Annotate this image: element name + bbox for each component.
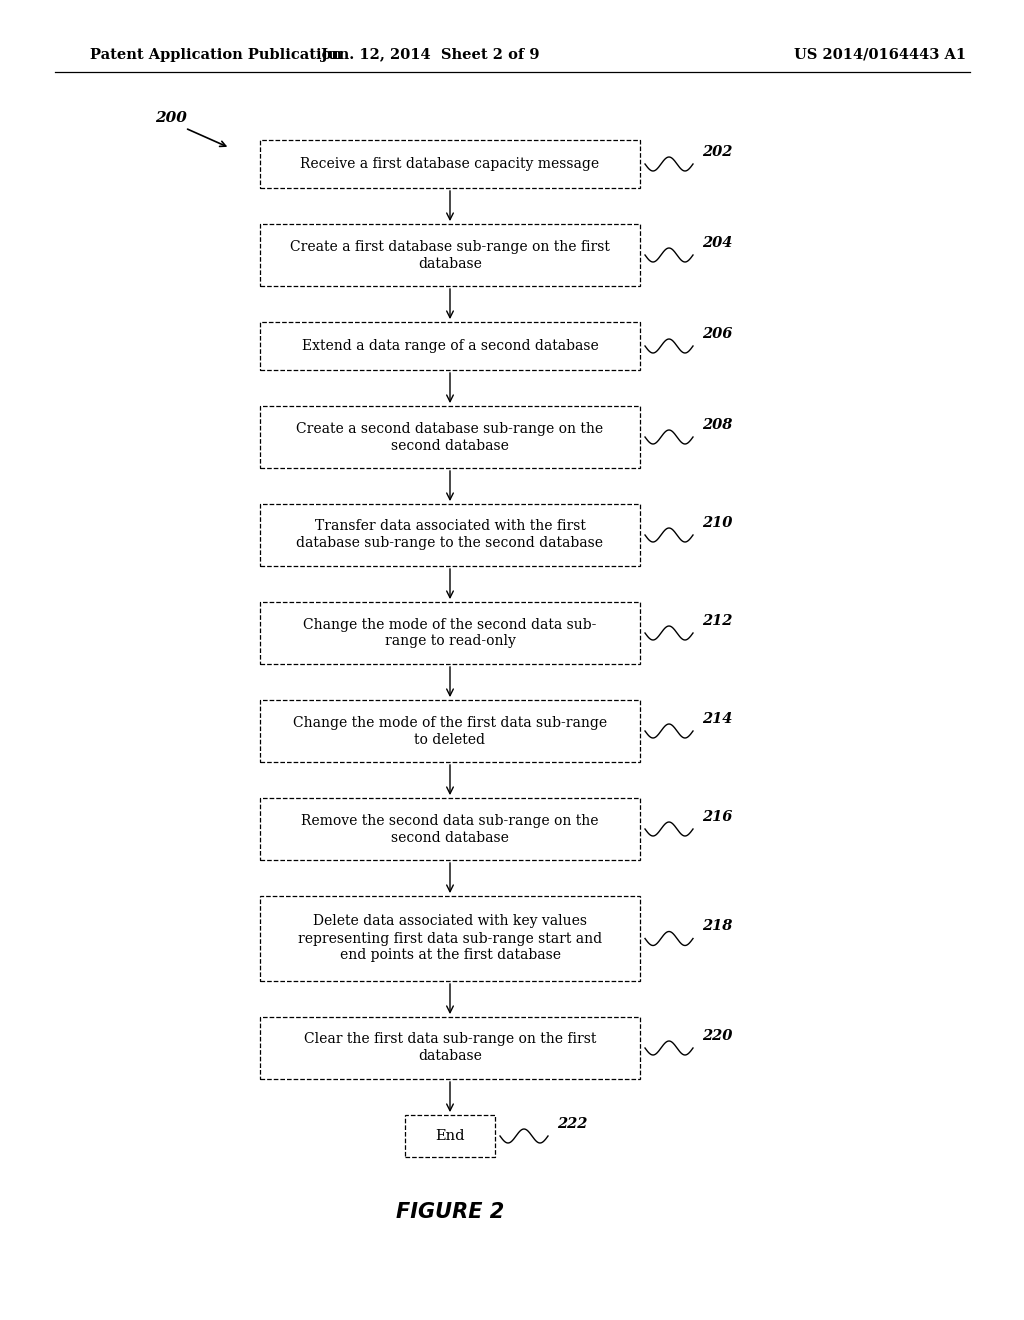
Text: 200: 200 xyxy=(155,111,186,125)
Text: Jun. 12, 2014  Sheet 2 of 9: Jun. 12, 2014 Sheet 2 of 9 xyxy=(321,48,540,62)
Text: 212: 212 xyxy=(702,614,732,628)
Bar xyxy=(260,700,640,762)
Bar xyxy=(406,1115,495,1158)
Text: end points at the first database: end points at the first database xyxy=(340,949,560,962)
Bar xyxy=(260,1016,640,1078)
Text: Clear the first data sub-range on the first: Clear the first data sub-range on the fi… xyxy=(304,1032,596,1047)
Text: Delete data associated with key values: Delete data associated with key values xyxy=(313,915,587,928)
Text: second database: second database xyxy=(391,438,509,453)
Text: 220: 220 xyxy=(702,1030,732,1043)
Text: database: database xyxy=(418,1049,482,1064)
Text: to deleted: to deleted xyxy=(415,733,485,747)
Bar xyxy=(260,896,640,981)
Text: 206: 206 xyxy=(702,327,732,341)
Text: End: End xyxy=(435,1129,465,1143)
Text: FIGURE 2: FIGURE 2 xyxy=(396,1203,504,1222)
Text: US 2014/0164443 A1: US 2014/0164443 A1 xyxy=(794,48,966,62)
Text: 218: 218 xyxy=(702,920,732,933)
Text: 208: 208 xyxy=(702,418,732,432)
Text: Change the mode of the first data sub-range: Change the mode of the first data sub-ra… xyxy=(293,715,607,730)
Text: database: database xyxy=(418,256,482,271)
Text: second database: second database xyxy=(391,830,509,845)
Text: Transfer data associated with the first: Transfer data associated with the first xyxy=(314,520,586,533)
Text: Extend a data range of a second database: Extend a data range of a second database xyxy=(302,339,598,352)
Bar xyxy=(260,602,640,664)
Text: Create a second database sub-range on the: Create a second database sub-range on th… xyxy=(296,421,603,436)
Text: 202: 202 xyxy=(702,145,732,158)
Text: Remove the second data sub-range on the: Remove the second data sub-range on the xyxy=(301,813,599,828)
Bar xyxy=(260,322,640,370)
Text: Create a first database sub-range on the first: Create a first database sub-range on the… xyxy=(290,239,610,253)
Text: Change the mode of the second data sub-: Change the mode of the second data sub- xyxy=(303,618,597,631)
Text: representing first data sub-range start and: representing first data sub-range start … xyxy=(298,932,602,945)
Text: Receive a first database capacity message: Receive a first database capacity messag… xyxy=(300,157,600,172)
Text: 204: 204 xyxy=(702,236,732,249)
Bar xyxy=(260,224,640,286)
Bar xyxy=(260,504,640,566)
Bar xyxy=(260,407,640,469)
Text: range to read-only: range to read-only xyxy=(385,635,515,648)
Bar xyxy=(260,799,640,861)
Text: Patent Application Publication: Patent Application Publication xyxy=(90,48,342,62)
Bar xyxy=(260,140,640,187)
Text: 210: 210 xyxy=(702,516,732,531)
Text: database sub-range to the second database: database sub-range to the second databas… xyxy=(297,536,603,550)
Text: 214: 214 xyxy=(702,711,732,726)
Text: 216: 216 xyxy=(702,810,732,824)
Text: 222: 222 xyxy=(557,1117,588,1131)
